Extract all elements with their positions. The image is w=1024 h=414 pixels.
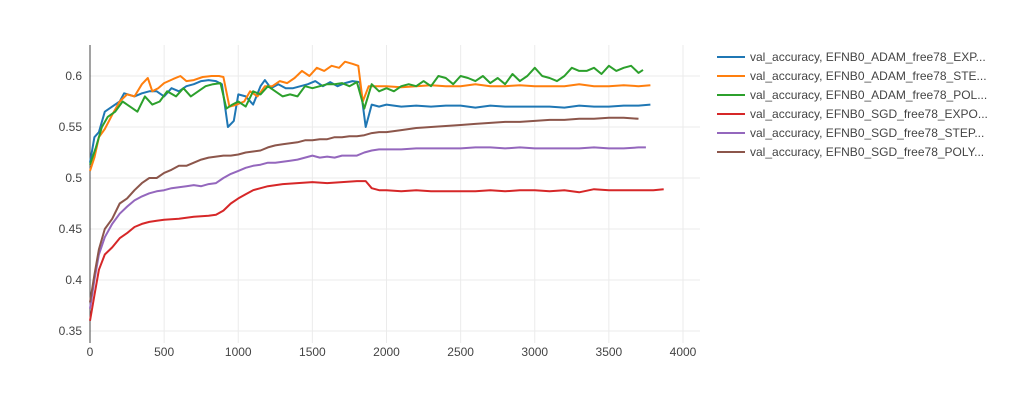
legend-label: val_accuracy, EFNB0_ADAM_free78_STE... [750,69,987,83]
x-tick-label: 2500 [447,345,474,359]
x-tick-label: 1000 [225,345,252,359]
x-tick-label: 4000 [670,345,697,359]
legend-item-1[interactable]: val_accuracy, EFNB0_ADAM_free78_EXP... [717,50,986,64]
x-tick-label: 500 [154,345,174,359]
legend[interactable]: val_accuracy, EFNB0_ADAM_free78_EXP...va… [717,50,988,159]
series-line-4 [89,180,664,321]
legend-label: val_accuracy, EFNB0_ADAM_free78_EXP... [750,50,986,64]
legend-label: val_accuracy, EFNB0_ADAM_free78_POL... [750,88,987,102]
series-line-6 [89,116,639,303]
y-tick-label: 0.55 [59,120,83,134]
legend-item-3[interactable]: val_accuracy, EFNB0_ADAM_free78_POL... [717,88,987,102]
y-tick-label: 0.35 [59,324,83,338]
legend-item-4[interactable]: val_accuracy, EFNB0_SGD_free78_EXPO... [717,107,988,121]
legend-label: val_accuracy, EFNB0_SGD_free78_EXPO... [750,107,988,121]
legend-item-2[interactable]: val_accuracy, EFNB0_ADAM_free78_STE... [717,69,987,83]
legend-label: val_accuracy, EFNB0_SGD_free78_POLY... [750,145,984,159]
y-tick-label: 0.45 [59,222,83,236]
series-lines [89,60,664,321]
series-line-2 [89,60,651,172]
legend-item-5[interactable]: val_accuracy, EFNB0_SGD_free78_STEP... [717,126,984,140]
x-tick-label: 3500 [596,345,623,359]
series-line-3 [89,64,644,166]
series-line-1 [89,79,651,163]
y-tick-label: 0.4 [65,273,82,287]
axes: 0.35 0.4 0.45 0.5 0.55 0.6 0 500 1000 1500 2000 250… [59,45,697,359]
x-tick-label: 3000 [521,345,548,359]
series-line-5 [89,146,646,309]
x-tick-label: 0 [87,345,94,359]
x-tick-label: 2000 [373,345,400,359]
legend-label: val_accuracy, EFNB0_SGD_free78_STEP... [750,126,984,140]
gridlines [90,45,700,343]
legend-item-6[interactable]: val_accuracy, EFNB0_SGD_free78_POLY... [717,145,984,159]
y-tick-label: 0.6 [65,69,82,83]
y-tick-label: 0.5 [65,171,82,185]
x-tick-label: 1500 [299,345,326,359]
